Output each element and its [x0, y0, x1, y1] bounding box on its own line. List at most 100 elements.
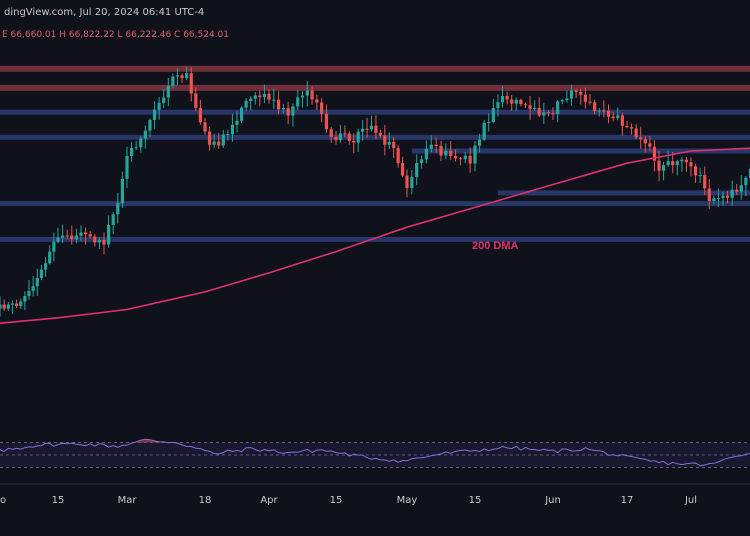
candle — [657, 150, 661, 182]
candle — [748, 164, 750, 182]
candle — [120, 171, 124, 209]
candle — [129, 142, 134, 162]
candle — [537, 97, 541, 117]
support-level-2 — [0, 134, 750, 140]
candle — [634, 124, 638, 139]
candle — [419, 155, 424, 169]
candle — [6, 301, 10, 312]
x-tick-label: Jun — [544, 495, 561, 506]
candle — [70, 225, 74, 245]
candle — [491, 98, 495, 124]
candle — [310, 86, 314, 105]
candle — [369, 115, 374, 132]
candle — [27, 280, 31, 300]
candle — [84, 227, 88, 245]
candle — [175, 68, 180, 86]
support-level-3 — [411, 148, 750, 154]
candle — [171, 73, 175, 89]
support-level-5 — [0, 201, 750, 207]
candle — [551, 107, 555, 120]
candle — [374, 115, 378, 140]
candle — [356, 128, 360, 152]
candle — [396, 144, 400, 168]
candle — [602, 100, 606, 118]
candle — [629, 123, 634, 135]
candle — [305, 80, 309, 107]
candle — [79, 225, 83, 242]
x-tick-label: 15 — [469, 495, 482, 506]
candle — [249, 96, 253, 111]
candle — [198, 99, 203, 125]
candle — [400, 156, 405, 177]
candle — [730, 180, 734, 206]
candle — [48, 245, 52, 265]
candle — [671, 152, 675, 174]
candle — [315, 94, 319, 111]
candle — [643, 136, 647, 153]
candle — [23, 291, 27, 310]
candle — [35, 268, 39, 296]
candle — [93, 234, 97, 247]
candle — [473, 140, 477, 172]
candle — [405, 169, 409, 198]
ma-annotation: 200 DMA — [472, 240, 519, 252]
candle — [2, 299, 6, 312]
candle — [320, 98, 324, 123]
candle — [352, 133, 356, 153]
candle — [52, 232, 56, 262]
candle — [588, 93, 592, 105]
candle — [139, 136, 143, 153]
candle — [698, 167, 702, 183]
candle — [675, 159, 679, 176]
candle — [134, 140, 138, 150]
candle — [434, 137, 438, 153]
candle — [162, 89, 166, 109]
resistance-level-2 — [0, 84, 750, 91]
candle — [203, 117, 207, 135]
ma-200-line — [0, 147, 750, 325]
candle — [652, 140, 657, 172]
x-tick-label: Apr — [260, 495, 278, 506]
candle — [744, 176, 748, 197]
support-level-4 — [497, 190, 750, 196]
x-axis: o 15 Mar 18 Apr 15 May 15 Jun 17 Jul — [0, 483, 750, 506]
candle — [65, 229, 69, 240]
candle — [620, 112, 624, 136]
candle — [329, 126, 333, 143]
candle — [286, 102, 290, 125]
candle — [735, 184, 739, 195]
candle — [482, 119, 486, 141]
candle — [189, 67, 193, 102]
candle — [648, 135, 652, 152]
candle — [453, 149, 458, 162]
candle — [281, 104, 285, 114]
candle — [43, 257, 48, 277]
candle — [707, 178, 711, 210]
candle — [458, 156, 463, 166]
rsi-pane — [0, 438, 750, 468]
candle — [429, 135, 433, 153]
candle — [148, 118, 152, 138]
candle — [383, 125, 387, 156]
candle — [244, 98, 248, 111]
candle — [276, 91, 281, 115]
x-tick-label: May — [397, 495, 418, 506]
candle — [217, 132, 221, 149]
candle — [10, 300, 15, 314]
candle — [296, 90, 300, 111]
candle — [415, 154, 419, 186]
candle — [546, 110, 551, 117]
candle — [267, 89, 271, 104]
candle — [579, 88, 583, 105]
candle — [235, 111, 239, 133]
ohlc-values: E 66,660.01 H 66,822.22 L 66,222.46 C 66… — [2, 30, 229, 40]
candle — [510, 95, 514, 111]
candle — [272, 88, 276, 109]
candle — [180, 73, 184, 84]
candle — [463, 152, 467, 164]
candle — [392, 137, 396, 159]
candle — [597, 108, 601, 117]
x-tick-label: 18 — [199, 495, 212, 506]
candle — [680, 157, 684, 172]
